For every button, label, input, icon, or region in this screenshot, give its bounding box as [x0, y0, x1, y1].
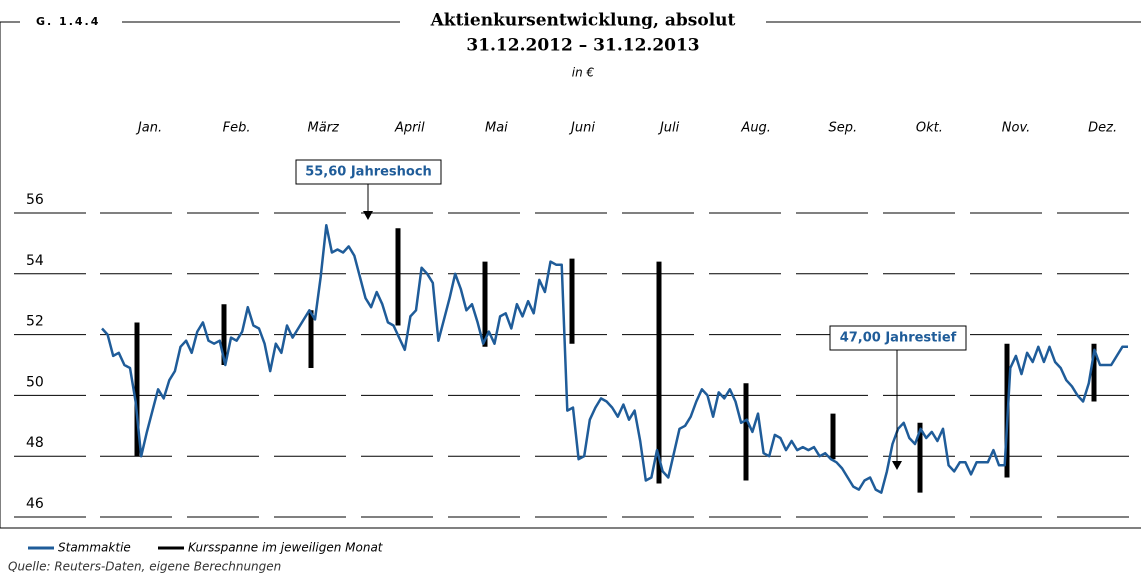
unit: in €: [572, 66, 595, 80]
annotation-box: [295, 159, 442, 185]
x-tick-label: Juni: [568, 121, 595, 136]
y-tick-label: 48: [26, 435, 44, 451]
chart-subtitle: 31.12.2012 – 31.12.2013: [466, 36, 699, 56]
y-tick-label: 56: [26, 192, 44, 208]
annotation-arrowhead: [892, 461, 902, 470]
x-tick-label: Mai: [485, 121, 508, 136]
x-tick-label: Jan.: [135, 121, 162, 136]
x-tick-label: Dez.: [1088, 121, 1117, 136]
x-tick-label: April: [394, 121, 425, 136]
x-tick-label: Nov.: [1002, 121, 1030, 136]
annotation-arrowhead: [363, 211, 373, 220]
x-tick-label: März: [308, 121, 341, 136]
annotation-text: 55,60 Jahreshoch: [305, 165, 432, 180]
x-tick-label: Okt.: [916, 121, 943, 136]
x-tick-label: Sep.: [828, 121, 857, 136]
figure-code: G. 1.4.4: [36, 15, 100, 28]
legend-label: Kursspanne im jeweiligen Monat: [188, 541, 384, 555]
x-tick-label: Aug.: [740, 121, 771, 136]
y-tick-label: 54: [26, 253, 44, 269]
annotation-box: [829, 325, 967, 351]
x-tick-label: Juli: [657, 121, 680, 136]
y-tick-label: 50: [26, 374, 44, 390]
price-line: [101, 223, 1128, 494]
source: Quelle: Reuters-Daten, eigene Berechnung…: [8, 560, 281, 574]
legend-label: Stammaktie: [58, 541, 131, 555]
x-tick-label: Feb.: [223, 121, 251, 136]
y-tick-label: 52: [26, 314, 44, 330]
y-tick-label: 46: [26, 496, 44, 512]
annotation-text: 47,00 Jahrestief: [840, 331, 957, 346]
chart-title: Aktienkursentwicklung, absolut: [430, 11, 736, 31]
